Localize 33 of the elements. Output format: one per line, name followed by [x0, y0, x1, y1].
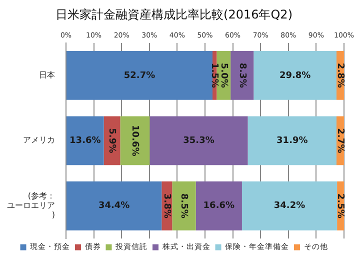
data-label: 16.6% — [203, 201, 235, 212]
data-label: 34.4% — [98, 201, 130, 212]
data-label: 13.6% — [70, 136, 101, 146]
bar — [66, 50, 213, 100]
bar — [254, 50, 336, 100]
data-label: 34.2% — [274, 201, 306, 212]
data-label: 5.0% — [218, 62, 228, 88]
data-label: 35.3% — [183, 136, 214, 146]
bar — [66, 116, 104, 166]
data-label: 31.9% — [276, 136, 308, 146]
data-label: 5.9% — [106, 128, 117, 154]
y-tick-label: (参考：ユーロエリア) — [7, 191, 55, 220]
bar — [172, 181, 196, 230]
data-label: 29.8% — [279, 70, 311, 81]
data-label: 3.8% — [162, 193, 172, 218]
data-label: 2.7% — [334, 128, 345, 154]
bar — [120, 116, 150, 166]
y-tick-label: アメリカ — [23, 136, 55, 145]
data-label: 1.5% — [209, 62, 220, 88]
data-label: 10.6% — [130, 125, 140, 156]
bar — [150, 116, 248, 166]
data-label: 2.5% — [335, 193, 346, 218]
bar — [248, 116, 336, 166]
bar — [242, 181, 338, 230]
data-label: 2.8% — [335, 62, 346, 88]
bar — [196, 181, 242, 230]
y-tick-label: 日本 — [39, 70, 55, 80]
bar — [230, 50, 254, 100]
data-label: 8.5% — [178, 193, 189, 218]
data-label: 52.7% — [124, 70, 156, 81]
chart-title: 日米家計金融資産構成比率比較(2016年Q2) — [56, 7, 292, 22]
bar — [66, 181, 162, 230]
data-label: 8.3% — [236, 62, 247, 88]
